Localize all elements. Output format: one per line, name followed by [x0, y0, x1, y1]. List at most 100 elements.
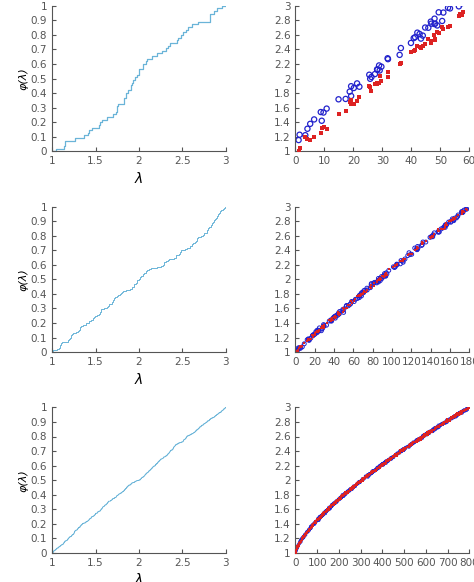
Point — [454, 410, 462, 419]
Point — [323, 506, 330, 516]
Y-axis label: φ(λ): φ(λ) — [18, 469, 28, 492]
Point — [316, 514, 323, 523]
Point — [349, 482, 356, 492]
Point — [387, 454, 394, 463]
Point — [441, 223, 449, 233]
Point — [447, 415, 455, 424]
Point — [328, 501, 336, 510]
Point — [460, 406, 467, 415]
Point — [314, 515, 322, 524]
Point — [315, 515, 322, 524]
Point — [324, 505, 331, 514]
Point — [305, 526, 312, 535]
Point — [414, 435, 421, 445]
Point — [437, 420, 444, 430]
Point — [366, 470, 374, 480]
Point — [362, 472, 369, 481]
Point — [384, 456, 392, 466]
Point — [437, 224, 445, 233]
Point — [335, 496, 342, 505]
Point — [361, 474, 368, 484]
Point — [375, 463, 383, 472]
Point — [455, 210, 462, 219]
Point — [419, 432, 427, 442]
Point — [310, 519, 318, 528]
Point — [363, 473, 370, 482]
Point — [364, 472, 371, 481]
Point — [356, 478, 363, 487]
Point — [393, 260, 401, 269]
Point — [326, 503, 333, 512]
Point — [443, 417, 451, 426]
Point — [356, 478, 363, 487]
Point — [452, 411, 460, 420]
Point — [330, 501, 337, 510]
Point — [413, 244, 420, 254]
Point — [319, 509, 327, 519]
Point — [312, 517, 319, 527]
Point — [350, 482, 357, 491]
Point — [334, 311, 341, 320]
Point — [292, 548, 299, 558]
Point — [417, 434, 424, 443]
Point — [453, 212, 460, 222]
Point — [338, 492, 346, 501]
Point — [439, 8, 447, 17]
Point — [353, 79, 361, 88]
Point — [339, 491, 347, 500]
Point — [439, 420, 447, 429]
Point — [404, 251, 411, 260]
Point — [458, 407, 465, 416]
Point — [359, 474, 367, 484]
Point — [356, 477, 364, 486]
Point — [445, 414, 453, 424]
Point — [452, 411, 460, 421]
Point — [418, 433, 426, 442]
Point — [362, 473, 369, 482]
Point — [329, 500, 337, 509]
Point — [408, 439, 416, 449]
Point — [316, 513, 323, 523]
Point — [423, 429, 431, 438]
Point — [354, 478, 361, 488]
Point — [429, 427, 437, 436]
Point — [453, 411, 461, 420]
Point — [337, 494, 345, 503]
Point — [376, 462, 383, 471]
Point — [355, 477, 362, 487]
Point — [410, 33, 418, 42]
Point — [420, 431, 428, 441]
Point — [292, 546, 300, 556]
Point — [365, 470, 372, 480]
Point — [456, 408, 464, 417]
Point — [400, 444, 407, 453]
Point — [358, 291, 365, 300]
Point — [459, 407, 466, 416]
Point — [425, 428, 433, 437]
Point — [414, 435, 422, 444]
Point — [449, 214, 457, 223]
Point — [382, 458, 389, 467]
Point — [448, 412, 456, 421]
Point — [422, 431, 430, 440]
Point — [382, 458, 390, 467]
Point — [379, 460, 387, 469]
Point — [321, 507, 329, 516]
Point — [458, 407, 465, 416]
Point — [399, 256, 407, 265]
Point — [430, 425, 438, 435]
Point — [337, 494, 344, 503]
Point — [313, 328, 321, 338]
Point — [306, 136, 314, 145]
Point — [368, 468, 376, 477]
Point — [303, 527, 310, 537]
Point — [376, 462, 383, 471]
Point — [318, 512, 326, 521]
Point — [376, 461, 384, 470]
Point — [397, 44, 405, 53]
Point — [411, 437, 419, 446]
Point — [375, 274, 383, 283]
Point — [407, 439, 415, 449]
Point — [407, 441, 414, 450]
Point — [311, 518, 319, 527]
